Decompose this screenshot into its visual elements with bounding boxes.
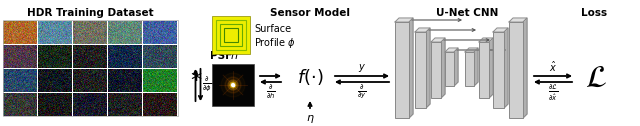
Text: $\frac{\partial}{\partial h}$: $\frac{\partial}{\partial h}$ [266, 84, 275, 101]
Circle shape [225, 77, 241, 93]
Polygon shape [454, 48, 458, 86]
Polygon shape [409, 18, 413, 118]
Bar [445, 52, 454, 86]
Bar [220, 24, 242, 46]
Text: U-Net CNN: U-Net CNN [436, 8, 498, 18]
Polygon shape [479, 38, 493, 42]
Bar [3, 20, 178, 116]
Polygon shape [415, 28, 430, 32]
Bar [224, 28, 238, 42]
Text: $\frac{\partial}{\partial\phi}$: $\frac{\partial}{\partial\phi}$ [202, 76, 212, 94]
Circle shape [230, 82, 236, 88]
Polygon shape [474, 48, 478, 86]
Text: $y$: $y$ [358, 62, 366, 74]
Polygon shape [493, 28, 508, 32]
Text: $\frac{\partial}{\partial y}$: $\frac{\partial}{\partial y}$ [357, 84, 367, 101]
Bar [212, 16, 250, 54]
Polygon shape [465, 48, 478, 52]
Bar [431, 42, 441, 98]
Polygon shape [504, 28, 508, 108]
Polygon shape [426, 28, 430, 108]
Bar [465, 52, 474, 86]
Polygon shape [523, 18, 527, 118]
Bar [479, 42, 489, 98]
Text: Surface: Surface [254, 24, 291, 34]
Text: $\eta$: $\eta$ [306, 113, 314, 125]
Polygon shape [509, 18, 527, 22]
Polygon shape [489, 38, 493, 98]
Text: Profile $\phi$: Profile $\phi$ [254, 36, 296, 50]
Text: PSF: PSF [210, 51, 236, 61]
Text: HDR Training Dataset: HDR Training Dataset [27, 8, 154, 18]
Bar [415, 32, 426, 108]
Text: $\hat{x}$: $\hat{x}$ [549, 60, 557, 74]
Text: Loss: Loss [581, 8, 607, 18]
Text: $\frac{\partial \mathcal{L}}{\partial \hat{x}}$: $\frac{\partial \mathcal{L}}{\partial \h… [548, 84, 558, 103]
Circle shape [232, 84, 234, 87]
Text: $h$: $h$ [230, 49, 238, 61]
Text: $f(\cdot)$: $f(\cdot)$ [297, 67, 323, 87]
Polygon shape [431, 38, 445, 42]
Text: Sensor Model: Sensor Model [270, 8, 350, 18]
Polygon shape [445, 48, 458, 52]
Bar [212, 64, 254, 106]
Polygon shape [395, 18, 413, 22]
Bar [216, 20, 246, 50]
Bar [509, 22, 523, 118]
Bar [395, 22, 409, 118]
Circle shape [228, 80, 238, 90]
Text: $*$: $*$ [189, 69, 202, 89]
Bar [493, 32, 504, 108]
Text: $\mathcal{L}$: $\mathcal{L}$ [585, 64, 607, 92]
Polygon shape [441, 38, 445, 98]
